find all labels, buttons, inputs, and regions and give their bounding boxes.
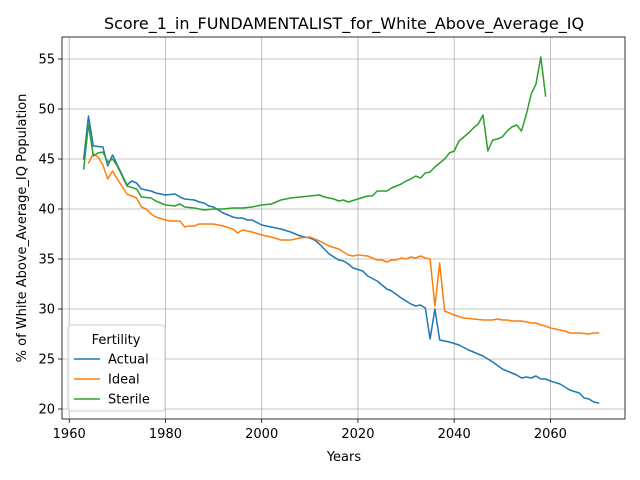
series-line-actual	[82, 115, 600, 404]
x-tick-label: 2000	[245, 427, 278, 442]
x-tick-label: 2060	[534, 427, 567, 442]
y-tick-label: 45	[38, 153, 55, 168]
x-tick-label: 2020	[341, 427, 374, 442]
series-line-ideal	[87, 153, 600, 335]
legend: Fertility Actual Ideal Sterile	[67, 324, 166, 412]
x-tick-label: 2040	[438, 427, 471, 442]
y-axis: 20 25 30 35 40 45 50 55	[38, 53, 62, 418]
x-axis-label: Years	[326, 450, 362, 465]
legend-label-sterile: Sterile	[108, 393, 150, 408]
y-tick-label: 25	[38, 353, 55, 368]
legend-title: Fertility	[92, 333, 141, 348]
legend-label-ideal: Ideal	[108, 373, 140, 388]
y-tick-label: 30	[38, 303, 55, 318]
series-line-sterile	[82, 56, 547, 211]
legend-entries: Actual Ideal Sterile	[74, 353, 150, 408]
x-tick-label: 1960	[53, 427, 86, 442]
y-tick-label: 20	[38, 403, 55, 418]
x-tick-label: 1980	[149, 427, 182, 442]
y-tick-label: 35	[38, 253, 55, 268]
series-layer	[82, 56, 600, 404]
y-tick-label: 50	[38, 103, 55, 118]
legend-box	[67, 324, 166, 412]
y-axis-label: % of White Above_Average_IQ Population	[15, 94, 30, 363]
x-axis: 1960 1980 2000 2020 2040 2060	[53, 419, 567, 442]
y-tick-label: 55	[38, 53, 55, 68]
y-tick-label: 40	[38, 203, 55, 218]
chart-title: Score_1_in_FUNDAMENTALIST_for_White_Abov…	[104, 14, 584, 34]
plot-area-frame	[61, 36, 626, 420]
legend-label-actual: Actual	[108, 353, 149, 368]
